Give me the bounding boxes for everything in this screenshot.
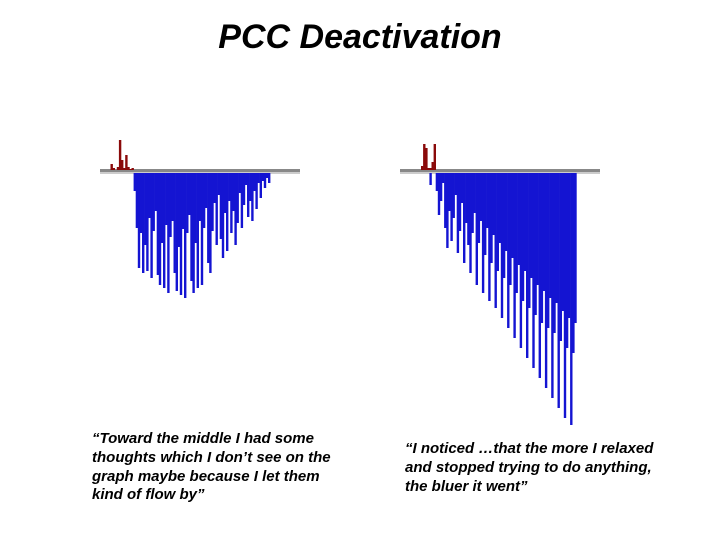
chart-left — [100, 140, 300, 340]
slide-title: PCC Deactivation — [0, 18, 720, 57]
caption-left: “Toward the middle I had some thoughts w… — [92, 430, 352, 505]
caption-right: “I noticed …that the more I relaxed and … — [405, 440, 655, 496]
chart-right — [400, 140, 600, 440]
